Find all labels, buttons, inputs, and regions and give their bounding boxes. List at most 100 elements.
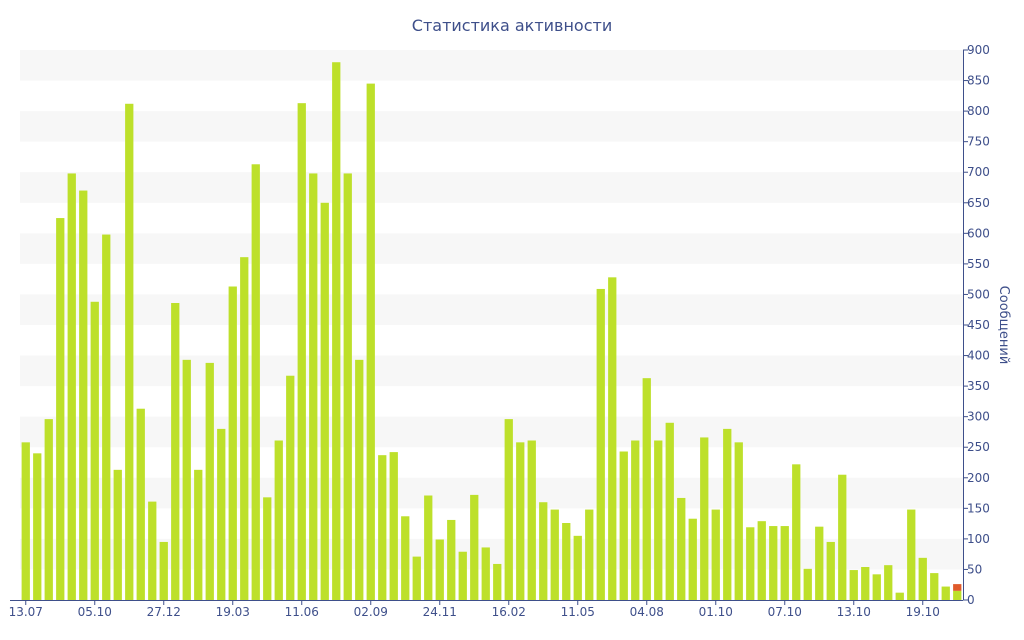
bar [343,173,352,600]
y-tick-label: 750 [967,135,990,149]
bar [412,556,421,600]
bar [56,218,65,600]
chart-title: Статистика активности [411,16,613,35]
x-tick-label: 02.09 [354,605,388,619]
y-tick-label: 200 [967,471,990,485]
bar [79,190,88,600]
bar [757,521,766,600]
bar [550,509,559,600]
bar [527,440,536,600]
y-tick-label: 650 [967,196,990,210]
bar [619,451,628,600]
y-tick-label: 500 [967,287,990,301]
grid-band [20,477,963,509]
bar [366,83,375,601]
bar [734,442,743,600]
y-tick-label: 300 [967,410,990,424]
y-tick-label: 800 [967,104,990,118]
bar [895,592,904,600]
y-axis: 0 50 100 150 200 250 300 350 400 450 500 550 600 650 7… [963,43,990,607]
bar [67,173,76,600]
bar [562,523,571,600]
bar [228,286,237,600]
x-tick-label: 11.06 [285,605,319,619]
y-tick-label: 350 [967,379,990,393]
bar [493,563,502,600]
y-tick-label: 100 [967,532,990,546]
x-tick-label: 19.10 [906,605,940,619]
bar [194,469,203,600]
bar [320,202,329,600]
bar [688,518,697,600]
bar [481,547,490,600]
bar [803,568,812,600]
bar [332,62,341,601]
y-tick-label: 150 [967,501,990,515]
x-tick-label: 16.02 [492,605,526,619]
y-axis-title: Сообщений [996,286,1011,365]
bar [631,440,640,600]
bar [148,501,157,600]
bar [125,103,134,600]
bar [274,440,283,600]
y-tick-label: 900 [967,43,990,57]
bar [953,590,962,600]
bar [182,359,191,600]
x-tick-label: 01.10 [699,605,733,619]
bar [516,442,525,600]
grid-band [20,50,963,81]
y-tick-label: 700 [967,165,990,179]
bar [458,551,467,600]
y-tick-label: 450 [967,318,990,332]
bar [907,509,916,600]
x-axis: 13.07 05.10 27.12 19.03 11.06 02.09 24.11 16.02… [9,600,963,619]
x-tick-label: 27.12 [147,605,181,619]
bar [792,464,801,600]
bar [401,516,410,600]
bar [838,474,847,600]
bar [504,419,513,600]
bar [849,570,858,600]
bar [435,539,444,600]
grid-band [20,172,963,203]
bar [286,375,295,600]
bar [769,526,778,600]
bar [297,103,306,601]
bar [941,586,950,600]
y-tick-label: 50 [967,562,982,576]
bar [424,495,433,600]
bar [240,257,249,600]
bar [780,526,789,600]
bar [539,502,548,600]
bar [159,541,168,600]
y-tick-label: 600 [967,226,990,240]
bar [263,497,272,600]
bar [596,288,605,600]
bar [711,509,720,600]
x-tick-label: 07.10 [768,605,802,619]
x-tick-label: 19.03 [216,605,250,619]
bar [723,428,732,600]
bar [677,497,686,600]
bar [861,567,870,600]
x-tick-label: 13.07 [9,605,43,619]
grid-bands [20,50,963,570]
x-tick-label: 11.05 [561,605,595,619]
bar [205,362,214,600]
bar [654,440,663,600]
y-tick-label: 550 [967,257,990,271]
bar [113,469,122,600]
x-tick-label: 05.10 [78,605,112,619]
bar [585,509,594,600]
bar [171,303,180,600]
bar [389,452,398,600]
y-tick-label: 0 [967,593,975,607]
grid-band [20,355,963,387]
bar [447,519,456,600]
bar [90,301,99,600]
x-tick-label: 13.10 [837,605,871,619]
bar [44,419,53,600]
bar [930,573,939,600]
